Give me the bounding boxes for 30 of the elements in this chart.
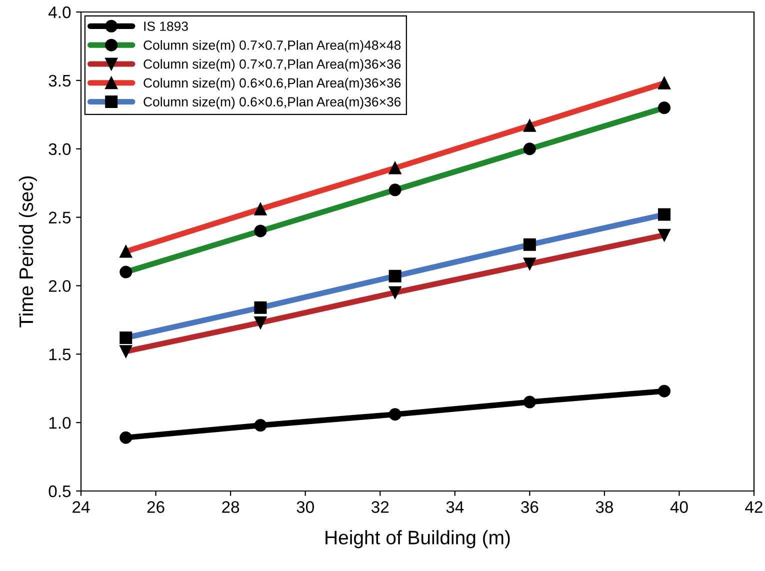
y-tick-label: 0.5 (48, 485, 71, 498)
x-tick-label: 24 (72, 501, 90, 513)
legend-label: Column size(m) 0.6×0.6,Plan Area(m)36×36 (144, 78, 401, 90)
legend-label: IS 1893 (144, 22, 188, 31)
x-tick-label: 28 (222, 501, 240, 513)
legend-label: Column size(m) 0.6×0.6,Plan Area(m)36×36 (144, 96, 401, 110)
x-tick-label: 42 (745, 501, 762, 513)
x-tick-label: 32 (371, 501, 389, 513)
x-tick-label: 40 (670, 501, 688, 513)
y-tick-label: 1.5 (49, 348, 71, 360)
x-tick-label: 26 (147, 501, 164, 513)
y-tick-label: 2.5 (48, 212, 71, 224)
x-tick-label: 34 (446, 501, 464, 513)
x-tick-label: 36 (521, 501, 538, 513)
y-tick-label: 1.0 (49, 416, 71, 429)
y-tick-label: 4.0 (48, 6, 71, 18)
point (658, 384, 671, 398)
x-tick-label: 30 (296, 501, 314, 513)
y-tick-label: 2.0 (48, 280, 71, 292)
x-axis-title: Height of Building (m) (326, 530, 510, 548)
y-tick-label: 3.5 (48, 74, 71, 87)
point (388, 408, 402, 421)
legend-label: Column size(m) 0.7×0.7,Plan Area(m)48×48 (144, 40, 401, 52)
point (120, 431, 132, 444)
y-tick-label: 3.0 (48, 143, 71, 156)
point (254, 419, 267, 432)
x-tick-label: 38 (596, 501, 613, 513)
y-axis-title: Time Period (sec) (18, 176, 37, 328)
point (523, 396, 536, 408)
legend-label: Column size(m) 0.7×0.7,Plan Area(m)36×36 (144, 59, 401, 72)
